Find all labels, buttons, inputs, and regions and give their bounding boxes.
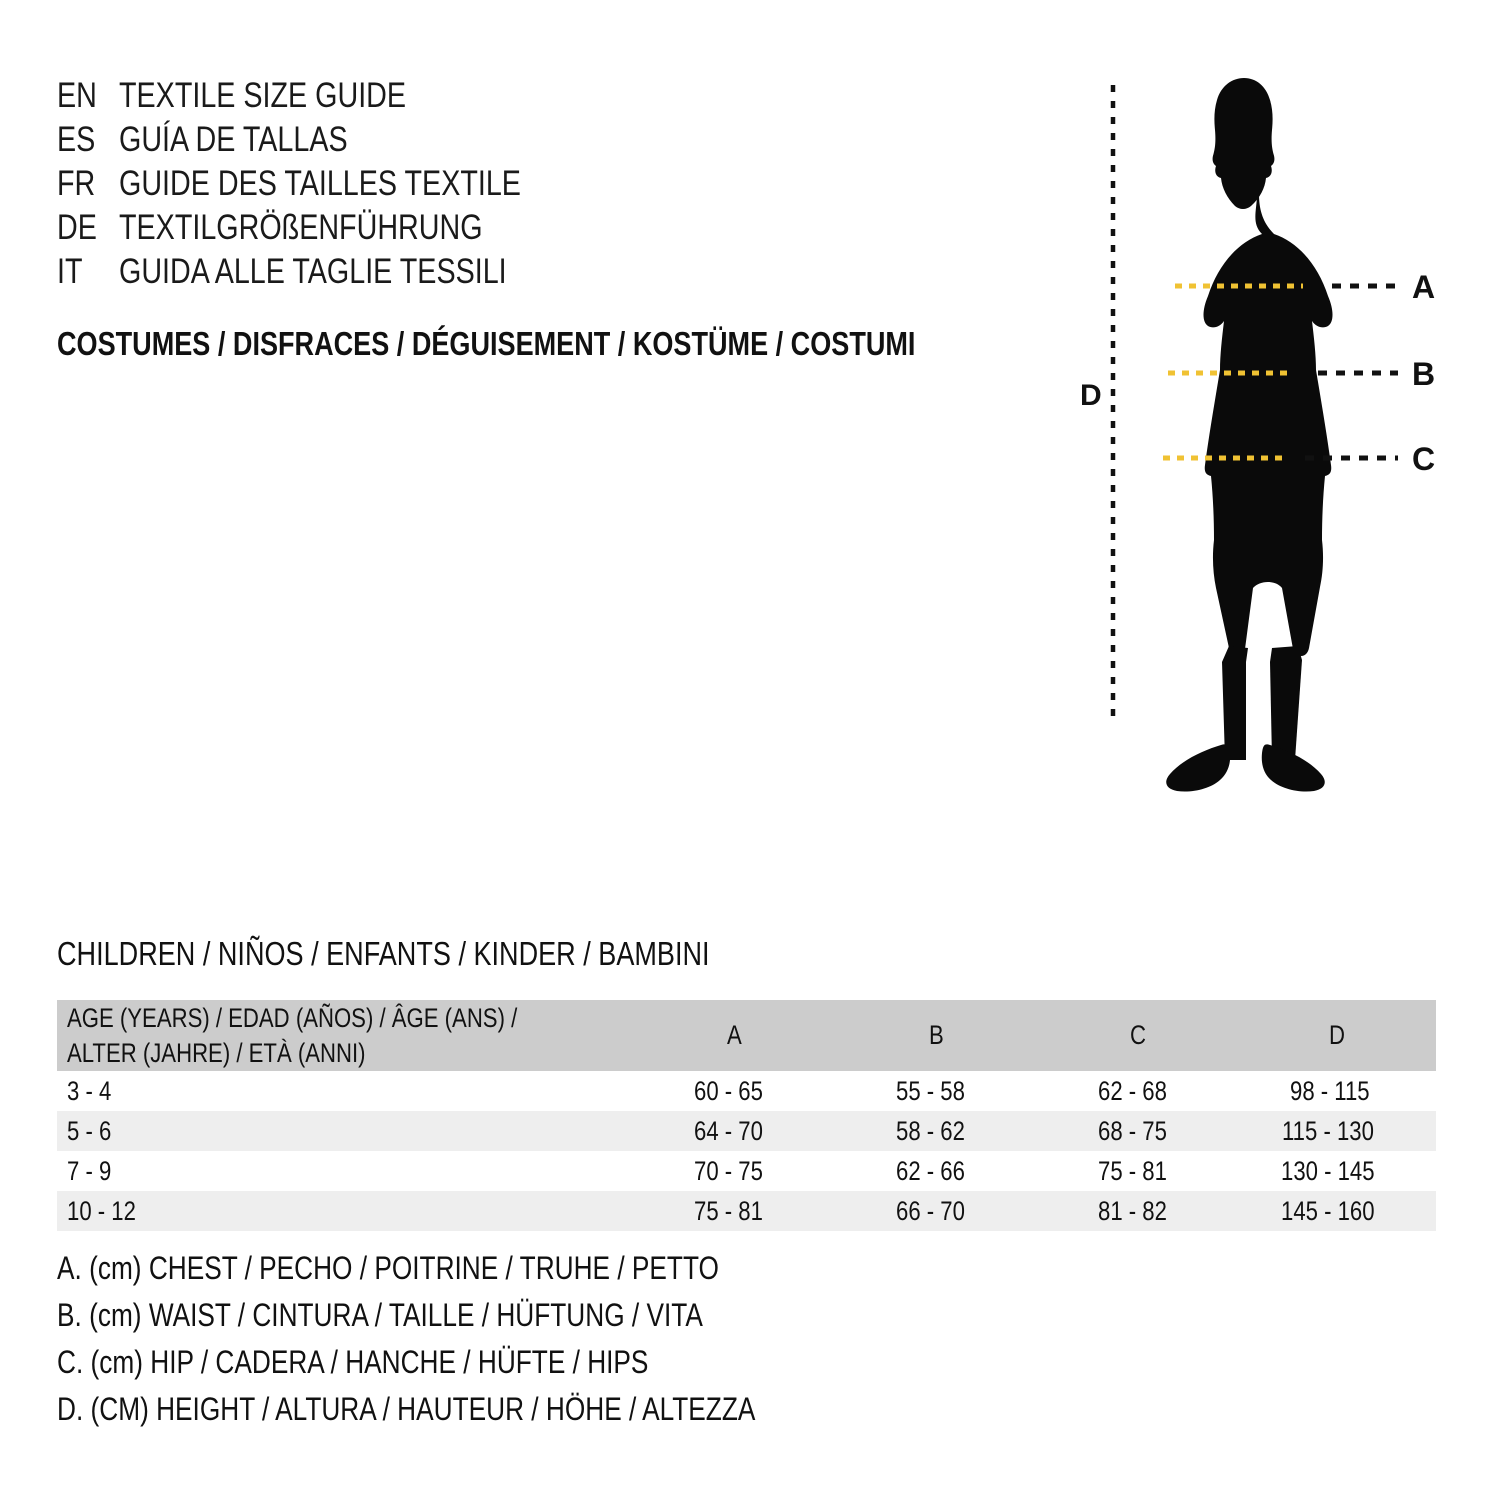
svg-text:A: A: [1412, 269, 1435, 305]
svg-text:B: B: [1412, 356, 1435, 392]
svg-text:D: D: [1080, 379, 1102, 412]
svg-text:C: C: [1412, 441, 1435, 477]
